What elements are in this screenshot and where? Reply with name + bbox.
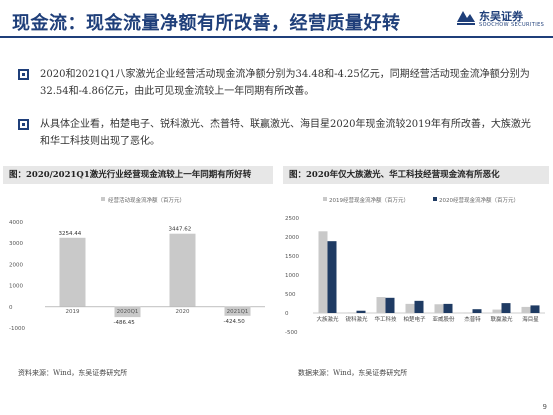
bar xyxy=(318,231,328,313)
x-tick-label: 柏楚电子 xyxy=(403,315,426,323)
y-tick-label: 0 xyxy=(285,311,289,317)
legend-swatch xyxy=(433,197,437,201)
legend-label: 经营活动现金流净额（百万元） xyxy=(108,196,185,204)
y-tick-label: 1000 xyxy=(285,273,299,279)
square-bullet-icon xyxy=(18,119,29,130)
company-logo: 东吴证券 SOOCHOW SECURITIES xyxy=(455,6,547,32)
data-label: -424.50 xyxy=(224,319,246,325)
y-tick-label: 500 xyxy=(285,292,296,298)
y-tick-label: -500 xyxy=(285,330,298,336)
y-tick-label: -1000 xyxy=(9,326,25,332)
chart1-operating-cashflow: 经营活动现金流净额（百万元） 4000 3000 2000 1000 0 -1000 3254… xyxy=(9,196,265,332)
x-tick-label: 联赢激光 xyxy=(490,315,513,323)
bar xyxy=(356,310,366,313)
bar xyxy=(59,237,86,307)
chart1-source: 资料来源：Wind，东吴证券研究所 xyxy=(18,369,128,377)
y-tick-label: 1500 xyxy=(285,254,299,260)
chart1-title: 图：2020/2021Q1激光行业经营现金流较上一年同期有所好转 xyxy=(3,166,273,184)
x-tick-label: 杰普特 xyxy=(464,315,481,323)
x-tick-label: 锐科激光 xyxy=(345,315,368,323)
logo-text: 东吴证券 xyxy=(479,10,523,23)
bar xyxy=(347,312,357,314)
x-tick-label: 2021Q1 xyxy=(227,309,249,315)
y-tick-label: 1000 xyxy=(9,284,23,290)
x-tick-label: 海目星 xyxy=(522,315,539,323)
bar xyxy=(463,312,473,314)
chart2-source: 数据来源：Wind，东吴证券研究所 xyxy=(298,369,408,377)
bar xyxy=(530,305,540,313)
legend-swatch xyxy=(323,197,327,201)
bar xyxy=(385,297,395,313)
y-tick-label: 0 xyxy=(9,305,13,311)
x-tick-label: 2020 xyxy=(176,309,190,315)
data-label: 3254.44 xyxy=(59,231,82,237)
logo-mark-icon xyxy=(457,11,475,25)
y-tick-label: 4000 xyxy=(9,220,23,226)
slide-title: 现金流：现金流量净额有所改善，经营质量好转 xyxy=(12,13,401,34)
bar xyxy=(414,300,424,313)
x-tick-label: 华工科技 xyxy=(374,315,397,323)
x-tick-label: 亚威股份 xyxy=(432,315,455,323)
bullet-text: 从具体企业看，柏楚电子、锐科激光、杰普特、联赢激光、海目星2020年现金流较20… xyxy=(40,119,531,147)
y-tick-label: 3000 xyxy=(9,241,23,247)
logo-subtext: SOOCHOW SECURITIES xyxy=(479,22,545,28)
bullet-item: 从具体企业看，柏楚电子、锐科激光、杰普特、联赢激光、海目星2020年现金流较20… xyxy=(18,116,538,150)
data-label: -486.45 xyxy=(114,320,136,326)
bar xyxy=(405,303,415,313)
square-bullet-icon xyxy=(18,69,29,80)
bar xyxy=(492,309,502,313)
y-tick-label: 2000 xyxy=(9,262,23,268)
chart2-company-cashflow: 2019经营现金流净额（百万元） 2020经营现金流净额（百万元） 2500 2000… xyxy=(285,196,545,336)
x-tick-label: 大族激光 xyxy=(316,315,339,323)
bar xyxy=(434,304,444,313)
legend-swatch xyxy=(101,197,105,201)
bullet-text: 2020和2021Q1八家激光企业经营活动现金流净额分别为34.48和-4.25… xyxy=(40,69,530,97)
y-tick-label: 2000 xyxy=(285,235,299,241)
bullet-item: 2020和2021Q1八家激光企业经营活动现金流净额分别为34.48和-4.25… xyxy=(18,66,538,100)
bar xyxy=(224,306,251,316)
bar xyxy=(501,303,511,313)
bar xyxy=(472,309,482,313)
data-label: 3447.62 xyxy=(169,227,192,233)
bar xyxy=(443,303,453,313)
legend-label: 2019经营现金流净额（百万元） xyxy=(329,196,409,204)
bar xyxy=(169,233,196,307)
x-tick-label: 2020Q1 xyxy=(117,309,139,315)
bar xyxy=(521,306,531,313)
bar xyxy=(376,297,386,313)
bar xyxy=(327,241,337,313)
y-tick-label: 2500 xyxy=(285,216,299,222)
chart2-title: 图：2020年仅大族激光、华工科技经营现金流有所恶化 xyxy=(283,166,549,184)
page-number: 9 xyxy=(542,403,547,411)
x-tick-label: 2019 xyxy=(66,309,80,315)
header-divider xyxy=(0,36,553,38)
legend-label: 2020经营现金流净额（百万元） xyxy=(439,196,519,204)
bar xyxy=(114,306,141,318)
